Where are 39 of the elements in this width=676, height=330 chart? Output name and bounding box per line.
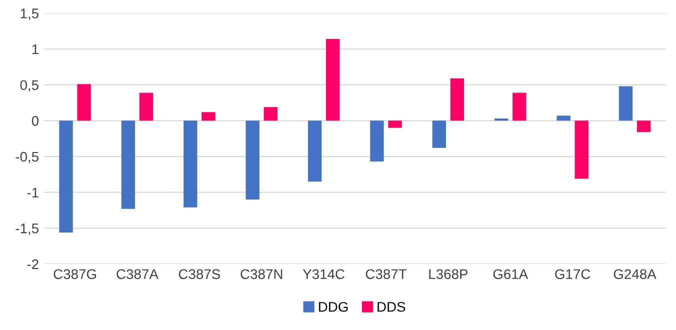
x-tick-label: C387T: [366, 269, 407, 280]
bar: [388, 120, 402, 128]
bar: [326, 38, 340, 121]
bar: [202, 112, 216, 121]
bar: [77, 84, 91, 121]
x-tick-label: C387G: [54, 269, 96, 280]
bar: [121, 120, 136, 209]
legend-label: DDG: [319, 302, 348, 312]
bar: [246, 120, 260, 200]
bar: [264, 107, 278, 121]
y-tick-label: -0,5: [16, 152, 38, 164]
bar: [139, 92, 154, 121]
y-tick-label: 1: [32, 44, 38, 54]
bar: [512, 92, 526, 121]
bar: [450, 78, 464, 121]
y-tick-label: 0,5: [20, 80, 38, 92]
bar: [574, 120, 588, 179]
x-tick-label: L368P: [429, 269, 468, 280]
x-tick-label: C387N: [240, 269, 282, 280]
bar: [184, 120, 198, 208]
x-tick-label: C387S: [178, 269, 220, 280]
bar: [308, 120, 322, 182]
x-tick-label: C387A: [116, 269, 158, 280]
bar: [59, 120, 73, 232]
legend-label: DDS: [378, 302, 406, 312]
bar: [370, 120, 384, 162]
x-tick-label: G248A: [614, 269, 656, 280]
y-tick-label: 0: [32, 116, 39, 126]
x-tick-label: Y314C: [302, 269, 345, 280]
x-tick-label: G61A: [493, 269, 528, 280]
x-tick-label: G17C: [555, 269, 590, 280]
y-tick-label: -1: [27, 188, 38, 198]
y-tick-label: 1,5: [20, 8, 38, 20]
bar: [636, 120, 651, 132]
y-tick-label: -1,5: [16, 224, 38, 235]
bar: [556, 116, 570, 121]
bar: [618, 86, 633, 121]
y-tick-label: -2: [27, 259, 38, 270]
bar: [432, 120, 446, 148]
